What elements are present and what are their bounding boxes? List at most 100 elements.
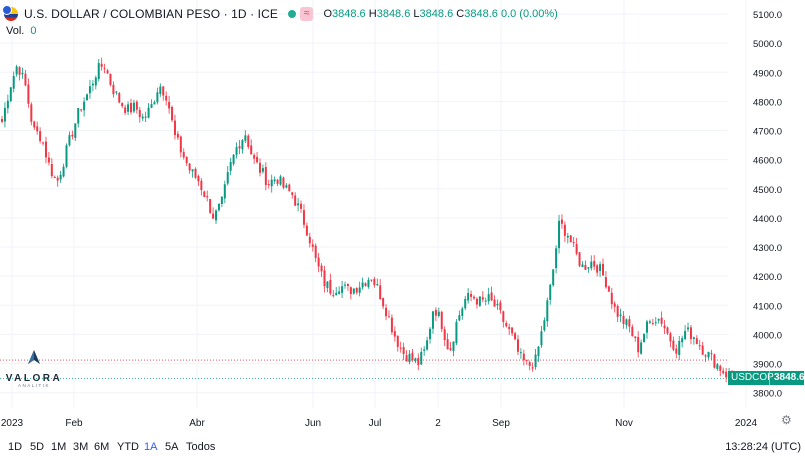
tf-3m[interactable]: 3M [73, 441, 89, 453]
candle-body [516, 339, 519, 352]
candle-body [65, 145, 68, 167]
candle-body [361, 282, 364, 288]
candle-body [121, 103, 124, 107]
price-tag-value: 3848.6 [769, 371, 805, 385]
candle-body [458, 315, 461, 321]
candle-body [206, 196, 209, 198]
y-axis[interactable]: 5100.0 5000.0 4900.0 4800.0 4700.0 4600.0 4500… [753, 10, 782, 400]
candle-body [138, 109, 141, 118]
x-axis[interactable]: 2023 Feb Abr Jun Jul 2 Sep Nov 2024 [1, 418, 758, 429]
candle-body [399, 347, 402, 349]
candle-body [710, 353, 713, 355]
candle-body [678, 340, 681, 356]
candle-body [88, 86, 91, 94]
y-tick-label: 3800.0 [753, 389, 782, 400]
candle-body [519, 352, 522, 354]
candle-body [651, 323, 654, 325]
candle-body [414, 358, 417, 362]
candle-body [165, 95, 168, 101]
candle-body [645, 321, 648, 333]
candle-body [212, 213, 215, 219]
candle-body [367, 279, 370, 288]
candle-body [68, 135, 71, 146]
y-tick-label: 4500.0 [753, 185, 782, 196]
tf-6m[interactable]: 6M [94, 441, 110, 453]
tf-todos[interactable]: Todos [186, 441, 216, 453]
candle-body [132, 102, 135, 112]
candle-body [124, 107, 127, 113]
candle-body [97, 63, 100, 80]
x-tick-label: 2024 [735, 418, 758, 429]
candle-body [59, 174, 62, 180]
candle-body [675, 348, 678, 354]
candle-body [455, 322, 458, 344]
candle-body [563, 224, 566, 236]
candle-body [179, 136, 182, 153]
candle-body [584, 264, 587, 270]
candle-body [323, 270, 326, 287]
candle-body [546, 300, 549, 322]
candle-body [426, 340, 429, 350]
high-value: 3848.6 [376, 8, 411, 20]
candle-body [619, 314, 622, 316]
candle-body [396, 335, 399, 347]
ohlc-values: O3848.6 H3848.6 L3848.6 C3848.6 0.0 (0.0… [323, 8, 557, 20]
candle-body [109, 73, 112, 85]
candle-body [434, 309, 437, 316]
candle-body [273, 179, 276, 182]
candle-body [176, 133, 179, 138]
candle-body [411, 352, 414, 361]
last-price-tag: USDCOP 3848.6 [728, 371, 805, 385]
tf-1m[interactable]: 1M [51, 441, 67, 453]
candle-body [490, 292, 493, 301]
candle-body [499, 302, 502, 311]
x-tick-label: Abr [189, 418, 205, 429]
candle-body [364, 283, 367, 286]
candle-body [634, 336, 637, 339]
candle-body [12, 76, 15, 89]
candle-body [464, 298, 467, 309]
candle-body [197, 176, 200, 182]
candle-body [423, 349, 426, 351]
candle-body [593, 260, 596, 267]
candle-body [162, 86, 165, 96]
approx-badge[interactable]: ≈ [299, 7, 314, 21]
candle-body [267, 184, 270, 186]
candle-body [320, 265, 323, 272]
timeframe-bar: 1D 5D 1M 3M 6M YTD 1A 5A Todos 13:28:24 … [0, 438, 805, 456]
candle-body [467, 293, 470, 301]
candle-body [314, 245, 317, 258]
symbol-title[interactable]: U.S. DOLLAR / COLOMBIAN PESO · 1D · ICE [24, 7, 278, 21]
candle-body [53, 176, 56, 178]
candle-body [153, 102, 156, 105]
candle-body [182, 152, 185, 158]
candle-body [514, 333, 517, 340]
candle-body [294, 195, 297, 206]
candle-body [305, 225, 308, 236]
candle-body [698, 345, 701, 347]
candle-body [449, 348, 452, 350]
tf-1a[interactable]: 1A [144, 441, 158, 453]
tf-5d[interactable]: 5D [30, 441, 45, 453]
candle-body [232, 154, 235, 164]
candle-body [332, 295, 335, 297]
candle-body [684, 330, 687, 339]
candle-body [127, 104, 130, 112]
candle-body [100, 63, 103, 67]
chart-header: U.S. DOLLAR / COLOMBIAN PESO · 1D · ICE … [0, 5, 558, 23]
tf-ytd[interactable]: YTD [117, 441, 139, 453]
tf-5a[interactable]: 5A [165, 441, 179, 453]
candle-body [311, 244, 314, 247]
candle-body [725, 371, 728, 378]
y-tick-label: 4900.0 [753, 68, 782, 79]
candle-body [525, 359, 528, 361]
candle-body [42, 142, 45, 144]
candle-body [666, 327, 669, 334]
candle-body [3, 107, 6, 122]
candle-body [279, 176, 282, 185]
gear-icon[interactable]: ⚙ [781, 413, 792, 427]
candle-body [531, 367, 534, 369]
x-tick-label: Nov [615, 418, 633, 429]
tf-1d[interactable]: 1D [8, 441, 23, 453]
